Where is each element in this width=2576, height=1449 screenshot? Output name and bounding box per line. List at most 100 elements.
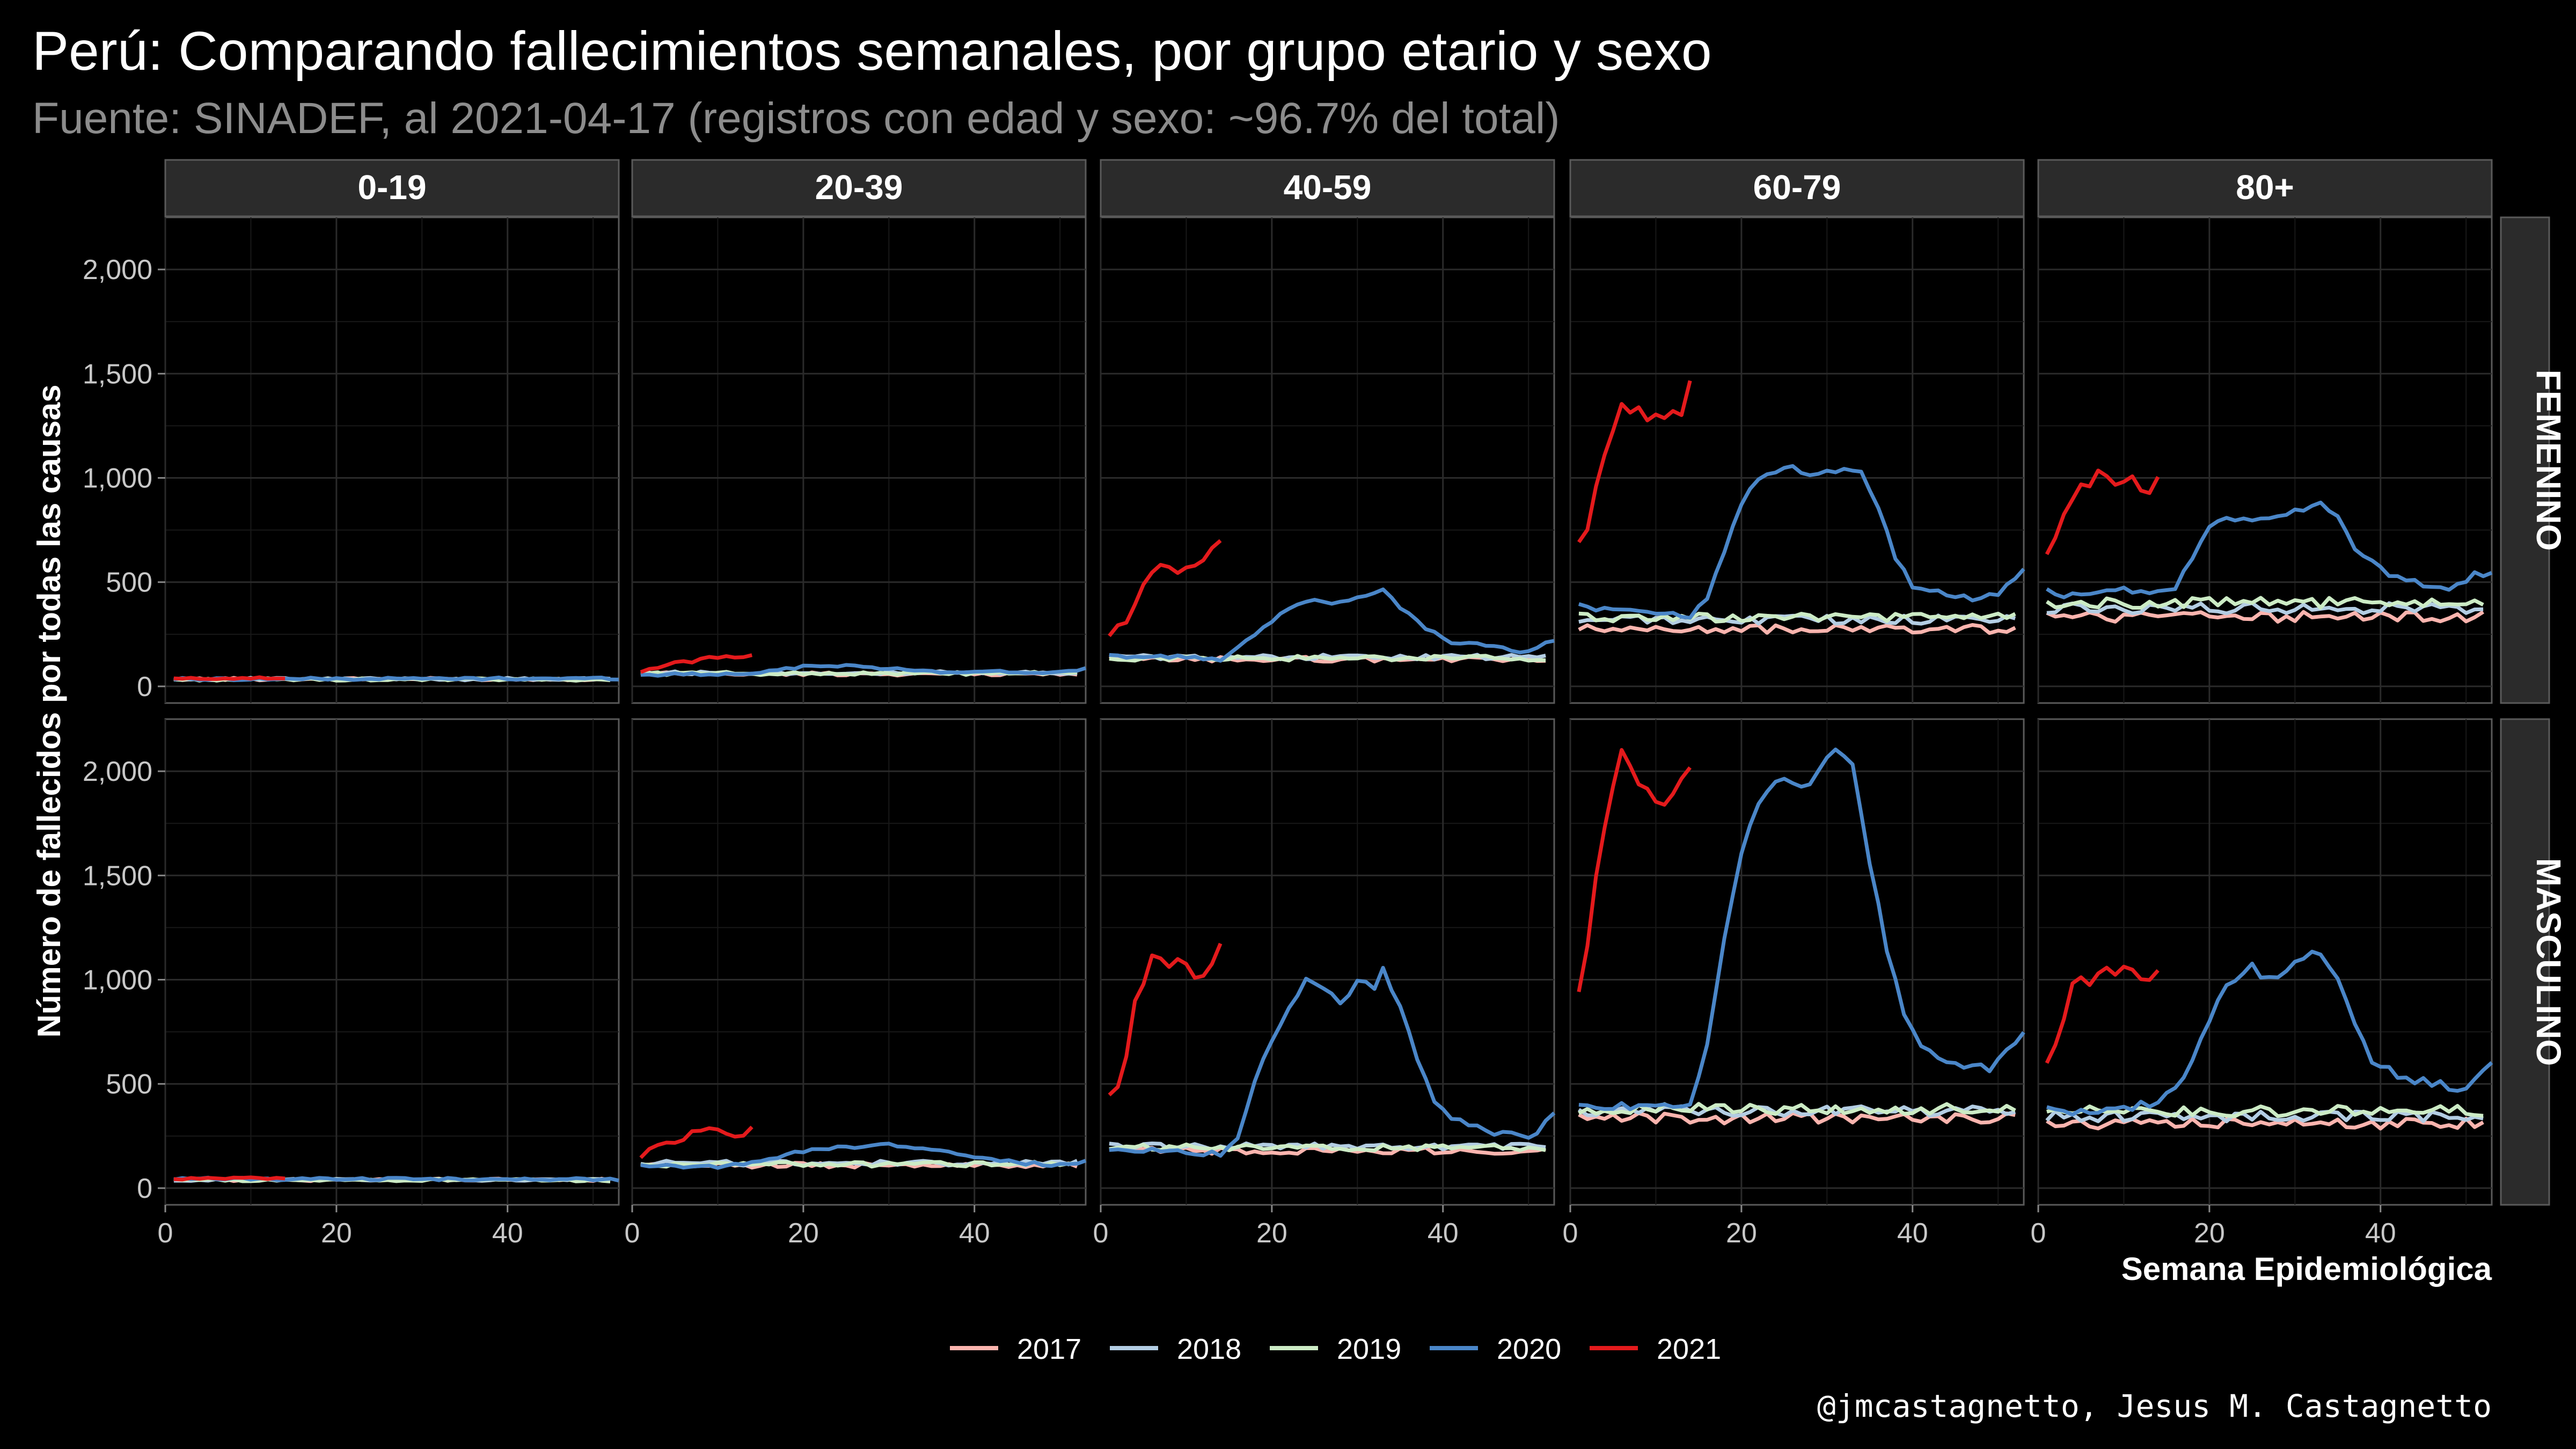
panel-femenino-0-19: 0 500 1,000 1,500 2,000 [83, 216, 620, 704]
panel-femenino-40-59 [1100, 216, 1555, 704]
panel-background [164, 718, 620, 1206]
legend: 2017 2018 2019 2020 2021 [950, 1333, 1721, 1365]
x-tick-label: 40 [1897, 1218, 1928, 1249]
legend-item-2019: 2019 [1270, 1333, 1401, 1365]
row-strip-femenino [2500, 216, 2550, 704]
facet-strip-label: 0-19 [357, 168, 426, 207]
x-tick-label: 20 [1256, 1218, 1287, 1249]
legend-label: 2021 [1657, 1333, 1721, 1365]
series-line-2021 [2045, 469, 2160, 555]
x-tick-label: 20 [1726, 1218, 1757, 1249]
series-line-2017 [2046, 1116, 2484, 1131]
series-line-2017 [1578, 623, 2016, 635]
x-tick-label: 40 [2365, 1218, 2396, 1249]
y-tick-label: 2,000 [83, 756, 152, 787]
legend-item-2017: 2017 [950, 1333, 1081, 1365]
facet-strip-label: 40-59 [1284, 168, 1372, 207]
series-line-2019 [1578, 1102, 2016, 1116]
x-tick-label: 20 [788, 1218, 819, 1249]
y-tick-label: 500 [106, 1069, 152, 1100]
series-line-2021 [1108, 942, 1223, 1096]
y-axis-title: Número de fallecidos por todas las causa… [31, 384, 67, 1037]
panel-background [164, 216, 620, 704]
facet-strip-0-19 [164, 159, 620, 217]
series-line-2018 [2046, 601, 2484, 616]
series-line-2021 [1577, 380, 1692, 544]
row-strip-label: MASCULINO [2529, 858, 2568, 1066]
chart-caption: @jmcastagnetto, Jesus M. Castagnetto [1817, 1388, 2492, 1424]
panel-background [2037, 718, 2493, 1206]
panel-masculino-80+: 0 20 40 [2031, 718, 2493, 1249]
series-line-2021 [639, 1125, 753, 1159]
x-tick-label: 40 [492, 1218, 523, 1249]
series-line-2019 [2046, 1104, 2484, 1118]
legend-label: 2019 [1337, 1333, 1401, 1365]
series-line-2021 [1577, 748, 1692, 992]
y-tick-label: 0 [137, 671, 152, 702]
x-tick-label: 20 [2194, 1218, 2225, 1249]
legend-label: 2020 [1497, 1333, 1561, 1365]
series-line-2021 [173, 675, 286, 681]
chart-subtitle: Fuente: SINADEF, al 2021-04-17 (registro… [32, 94, 1560, 143]
facet-strip-label: 60-79 [1753, 168, 1841, 207]
series-line-2021 [2045, 964, 2160, 1064]
panel-femenino-80+ [2037, 216, 2493, 704]
legend-label: 2017 [1017, 1333, 1081, 1365]
series-line-2019 [640, 1160, 1078, 1169]
facet-strip-label: 20-39 [815, 168, 903, 207]
panel-masculino-60-79: 0 20 40 [1563, 718, 2025, 1249]
y-tick-label: 1,500 [83, 860, 152, 891]
x-tick-label: 40 [1428, 1218, 1459, 1249]
x-tick-label: 0 [158, 1218, 173, 1249]
series-line-2021 [1108, 539, 1222, 638]
facet-strip-20-39 [631, 159, 1087, 217]
panel-femenino-20-39 [631, 216, 1087, 704]
legend-item-2018: 2018 [1110, 1333, 1241, 1365]
x-tick-label: 40 [959, 1218, 990, 1249]
panel-masculino-40-59: 0 20 40 [1093, 718, 1556, 1249]
series-line-2021 [173, 1175, 286, 1182]
legend-label: 2018 [1177, 1333, 1241, 1365]
panel-masculino-0-19: 0 500 1,000 1,500 2,000 0 20 40 [83, 718, 620, 1249]
series-line-2017 [2046, 610, 2484, 624]
panel-masculino-20-39: 0 20 40 [625, 718, 1087, 1249]
x-tick-label: 0 [1093, 1218, 1109, 1249]
facet-panels: 0-19 20-39 40-59 60-79 80+ FEMENINO MASCULINO 0… [83, 159, 2568, 1249]
y-tick-label: 0 [137, 1173, 152, 1204]
x-tick-label: 0 [625, 1218, 640, 1249]
panel-background [2037, 216, 2493, 704]
panel-femenino-60-79 [1569, 216, 2025, 704]
y-tick-label: 1,000 [83, 965, 152, 996]
x-tick-label: 20 [321, 1218, 352, 1249]
series-line-2019 [2045, 596, 2484, 610]
row-strip-label: FEMENINO [2529, 370, 2568, 551]
panel-background [1100, 216, 1555, 704]
series-line-2017 [1578, 1111, 2016, 1125]
panel-background [1569, 718, 2025, 1206]
chart-title: Perú: Comparando fallecimientos semanale… [32, 20, 1712, 82]
legend-item-2020: 2020 [1430, 1333, 1561, 1365]
facet-strip-label: 80+ [2236, 168, 2294, 207]
series-line-2020 [1578, 464, 2025, 620]
facet-strip-80+ [2037, 159, 2493, 217]
series-line-2020 [2046, 500, 2493, 599]
panel-background [631, 216, 1087, 704]
series-line-2020 [2046, 949, 2493, 1117]
panel-background [631, 718, 1087, 1206]
y-tick-label: 1,500 [83, 358, 152, 390]
series-line-2020 [640, 1141, 1087, 1170]
series-line-2020 [640, 663, 1087, 678]
facet-strip-40-59 [1100, 159, 1555, 217]
y-tick-label: 1,000 [83, 463, 152, 494]
series-line-2020 [1578, 748, 2025, 1111]
legend-item-2021: 2021 [1590, 1333, 1721, 1365]
row-strip-masculino [2500, 718, 2550, 1206]
facet-strip-60-79 [1569, 159, 2025, 217]
x-tick-label: 0 [2031, 1218, 2046, 1249]
series-line-2019 [1578, 611, 2016, 624]
series-line-2020 [1109, 965, 1556, 1158]
x-tick-label: 0 [1563, 1218, 1578, 1249]
series-line-2021 [640, 653, 753, 674]
series-line-2019 [1109, 1143, 1546, 1153]
